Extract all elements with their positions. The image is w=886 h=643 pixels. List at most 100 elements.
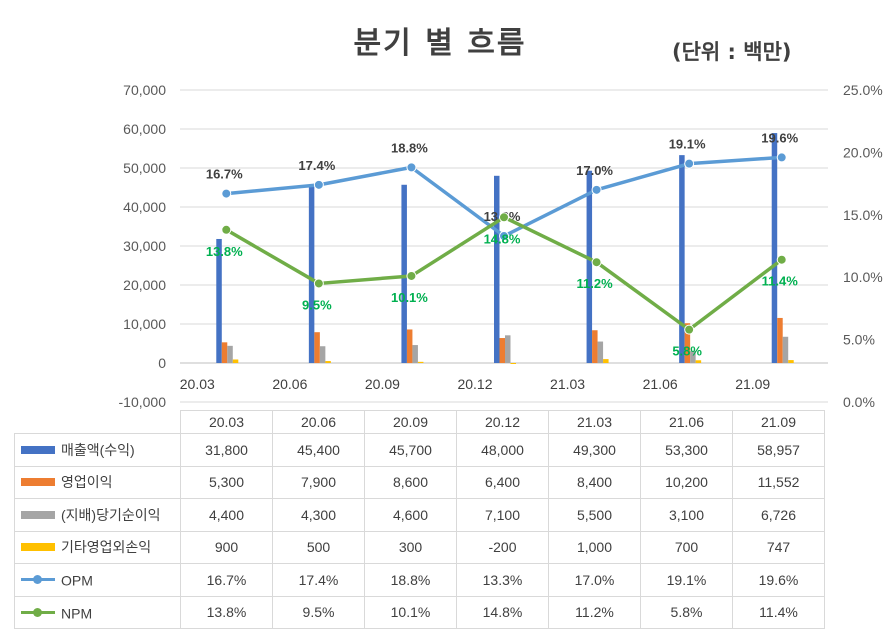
table-row: OPM 16.7% 17.4% 18.8% 13.3% 17.0% 19.1% 19.6% bbox=[14, 563, 825, 597]
y-tick-label: 40,000 bbox=[123, 199, 166, 215]
x-tick-label: 21.06 bbox=[643, 376, 678, 392]
table-cell: 16.7% bbox=[180, 563, 273, 597]
table-header-cell: 21.09 bbox=[732, 410, 825, 434]
table-cell: 11.4% bbox=[732, 595, 825, 629]
table-cell: 58,957 bbox=[732, 433, 825, 467]
y-tick-label: 60,000 bbox=[123, 121, 166, 137]
bar-net-income bbox=[505, 335, 511, 363]
table-row-label: (지배)당기순이익 bbox=[14, 498, 181, 532]
opm-data-label: 18.8% bbox=[391, 140, 428, 155]
opm-point bbox=[406, 162, 417, 173]
npm-data-label: 5.8% bbox=[672, 344, 702, 359]
table-row: 매출액(수익) 31,800 45,400 45,700 48,000 49,300 53,… bbox=[14, 433, 825, 467]
legend-line-marker-icon bbox=[21, 607, 55, 619]
table-cell: 900 bbox=[180, 530, 273, 564]
legend-bar-swatch-icon bbox=[21, 510, 55, 519]
bar-net-income bbox=[782, 336, 789, 363]
bar-net-income bbox=[319, 346, 326, 363]
bar-non-operating bbox=[417, 361, 424, 363]
table-row: NPM 13.8% 9.5% 10.1% 14.8% 11.2% 5.8% 11.4% bbox=[14, 595, 825, 629]
bar-net-income bbox=[412, 345, 418, 363]
opm-point bbox=[776, 152, 787, 163]
bar-revenue bbox=[771, 133, 778, 363]
table-header-cell: 20.06 bbox=[272, 410, 365, 434]
bar-non-operating bbox=[232, 359, 239, 363]
series-label: OPM bbox=[61, 572, 93, 589]
table-row: 영업이익 5,300 7,900 8,600 6,400 8,400 10,200 11,55… bbox=[14, 465, 825, 499]
table-cell: 300 bbox=[364, 530, 457, 564]
table-cell: 700 bbox=[640, 530, 733, 564]
table-cell: 13.3% bbox=[456, 563, 549, 597]
table-cell: 747 bbox=[732, 530, 825, 564]
opm-data-label: 19.6% bbox=[761, 130, 798, 145]
table-cell: 13.8% bbox=[180, 595, 273, 629]
opm-point bbox=[591, 184, 602, 195]
table-row-label: NPM bbox=[14, 595, 181, 629]
table-cell: 17.4% bbox=[272, 563, 365, 597]
opm-point bbox=[313, 179, 324, 190]
series-label: (지배)당기순이익 bbox=[61, 506, 161, 523]
table-cell: 5,500 bbox=[548, 498, 641, 532]
table-cell: 8,400 bbox=[548, 465, 641, 499]
chart-title: 분기 별 흐름 bbox=[353, 26, 527, 61]
table-cell: 7,100 bbox=[456, 498, 549, 532]
bar-non-operating bbox=[788, 360, 794, 363]
table-cell: 31,800 bbox=[180, 433, 273, 467]
bar-operating-income bbox=[684, 323, 691, 363]
x-tick-label: 20.12 bbox=[457, 376, 492, 392]
legend-bar-swatch-icon bbox=[21, 543, 55, 552]
x-tick-label: 20.06 bbox=[272, 376, 307, 392]
table-cell: -200 bbox=[456, 530, 549, 564]
table-cell: 48,000 bbox=[456, 433, 549, 467]
table-corner bbox=[14, 410, 181, 434]
table-cell: 45,700 bbox=[364, 433, 457, 467]
legend-bar-swatch-icon bbox=[21, 445, 55, 454]
bar-revenue bbox=[586, 170, 593, 363]
bar-non-operating bbox=[510, 363, 516, 364]
npm-data-label: 11.2% bbox=[576, 276, 613, 291]
npm-point bbox=[313, 278, 324, 289]
unit-note: (단위 : 백만) bbox=[672, 40, 792, 64]
bar-non-operating bbox=[695, 360, 702, 363]
npm-point bbox=[776, 254, 787, 265]
table-header-cell: 21.06 bbox=[640, 410, 733, 434]
y-tick-label: 20,000 bbox=[123, 277, 166, 293]
table-cell: 19.1% bbox=[640, 563, 733, 597]
table-cell: 10.1% bbox=[364, 595, 457, 629]
table-header-cell: 20.03 bbox=[180, 410, 273, 434]
bar-revenue bbox=[494, 175, 500, 363]
table-row: (지배)당기순이익 4,400 4,300 4,600 7,100 5,500 3,100 6… bbox=[14, 498, 825, 532]
table-cell: 7,900 bbox=[272, 465, 365, 499]
table-cell: 9.5% bbox=[272, 595, 365, 629]
bar-net-income bbox=[690, 350, 696, 363]
y-tick-label: 0 bbox=[158, 355, 166, 371]
data-table: 20.03 20.06 20.09 20.12 21.03 21.06 21.09 매출액(수… bbox=[14, 410, 825, 629]
x-tick-label: 20.09 bbox=[365, 376, 400, 392]
table-row-label: 기타영업외손익 bbox=[14, 530, 181, 564]
chart-area: -10,000 0 10,000 20,000 30,000 40,000 50,000 60… bbox=[119, 82, 883, 410]
series-label: 영업이익 bbox=[61, 474, 113, 491]
bar-operating-income bbox=[406, 329, 413, 363]
table-cell: 5,300 bbox=[180, 465, 273, 499]
table-row-label: OPM bbox=[14, 563, 181, 597]
table-row-label: 매출액(수익) bbox=[14, 433, 181, 467]
npm-data-label: 11.4% bbox=[762, 274, 799, 289]
x-tick-label: 21.09 bbox=[735, 376, 770, 392]
table-cell: 5.8% bbox=[640, 595, 733, 629]
opm-data-label: 17.0% bbox=[576, 163, 613, 178]
table-cell: 6,400 bbox=[456, 465, 549, 499]
y2-tick-label: 5.0% bbox=[843, 332, 875, 348]
table-header-row: 20.03 20.06 20.09 20.12 21.03 21.06 21.09 bbox=[14, 410, 825, 434]
table-cell: 53,300 bbox=[640, 433, 733, 467]
opm-data-label: 17.4% bbox=[298, 158, 335, 173]
bar-revenue bbox=[679, 155, 685, 363]
table-cell: 4,600 bbox=[364, 498, 457, 532]
table-cell: 18.8% bbox=[364, 563, 457, 597]
series-label: 기타영업외손익 bbox=[61, 539, 152, 556]
bar-revenue bbox=[216, 238, 222, 363]
npm-point bbox=[499, 212, 509, 223]
y2-tick-label: 10.0% bbox=[843, 269, 883, 285]
y2-tick-label: 15.0% bbox=[843, 207, 883, 223]
bar-net-income bbox=[597, 341, 604, 363]
opm-data-label: 16.7% bbox=[206, 167, 243, 182]
